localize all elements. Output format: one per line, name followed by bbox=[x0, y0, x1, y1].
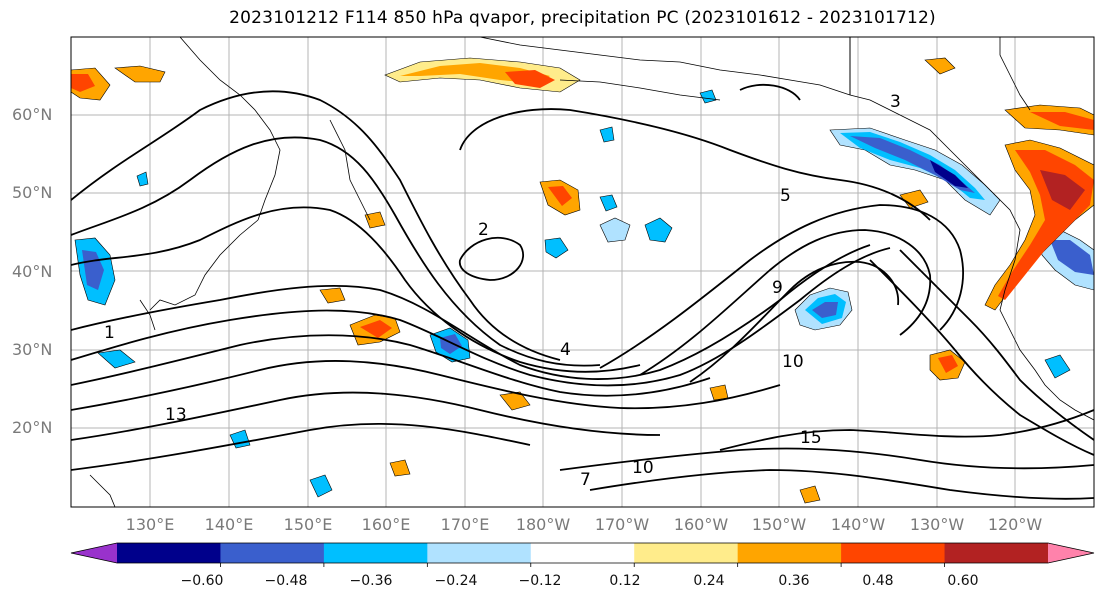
contour-label: 2 bbox=[478, 220, 489, 240]
shading-positive bbox=[71, 57, 1094, 504]
coastlines bbox=[89, 37, 1094, 507]
lon-label: 150°W bbox=[751, 515, 807, 534]
lon-label: 160°E bbox=[361, 515, 411, 534]
colorbar-tick: −0.60 bbox=[180, 573, 224, 589]
lat-label: 60°N bbox=[12, 105, 53, 124]
lat-label: 40°N bbox=[12, 262, 53, 281]
lon-label: 140°W bbox=[830, 515, 886, 534]
colorbar-tick: 0.60 bbox=[947, 573, 979, 589]
map-title: 2023101212 F114 850 hPa qvapor, precipit… bbox=[229, 8, 936, 28]
lon-label: 120°W bbox=[987, 515, 1043, 534]
colorbar-segment bbox=[117, 543, 221, 563]
colorbar-tick: −0.12 bbox=[518, 573, 562, 589]
contour-label: 15 bbox=[800, 428, 822, 448]
lon-label: 140°E bbox=[204, 515, 254, 534]
colorbar-segment bbox=[530, 543, 635, 563]
lon-label: 150°E bbox=[283, 515, 333, 534]
contour-label: 1 bbox=[104, 323, 115, 343]
colorbar-extend-right bbox=[1048, 543, 1094, 563]
contour-label: 5 bbox=[780, 186, 791, 206]
contour-label: 4 bbox=[560, 340, 571, 360]
contour-label: 9 bbox=[772, 278, 783, 298]
qvapor-contours bbox=[71, 83, 1094, 500]
colorbar-segment bbox=[841, 543, 946, 563]
lat-label: 30°N bbox=[12, 340, 53, 359]
lon-label: 130°E bbox=[125, 515, 175, 534]
colorbar-segment bbox=[220, 543, 325, 563]
colorbar-tick: 0.12 bbox=[609, 573, 641, 589]
contour-label: 13 bbox=[165, 405, 187, 425]
colorbar-tick: −0.24 bbox=[434, 573, 478, 589]
lon-label: 180°W bbox=[515, 515, 571, 534]
colorbar-tick: −0.48 bbox=[264, 573, 308, 589]
colorbar-segment bbox=[634, 543, 739, 563]
lon-label: 160°W bbox=[673, 515, 729, 534]
lon-label: 170°W bbox=[594, 515, 650, 534]
colorbar bbox=[70, 542, 1095, 567]
lat-label: 50°N bbox=[12, 183, 53, 202]
colorbar-segment bbox=[944, 543, 1049, 563]
map-frame bbox=[70, 36, 1095, 508]
colorbar-tick: 0.24 bbox=[693, 573, 725, 589]
colorbar-tick: 0.48 bbox=[862, 573, 894, 589]
colorbar-segment bbox=[427, 543, 532, 563]
colorbar-segment bbox=[323, 543, 428, 563]
colorbar-segment bbox=[737, 543, 842, 563]
colorbar-tick: −0.36 bbox=[349, 573, 393, 589]
contour-label: 7 bbox=[580, 470, 591, 490]
shading-negative bbox=[74, 89, 1094, 498]
colorbar-outline bbox=[70, 542, 1095, 564]
lon-label: 130°W bbox=[909, 515, 965, 534]
map-content bbox=[71, 37, 1094, 507]
contour-label: 10 bbox=[782, 352, 804, 372]
contour-label: 10 bbox=[632, 458, 654, 478]
lat-label: 20°N bbox=[12, 418, 53, 437]
colorbar-extend-left bbox=[71, 543, 117, 563]
contour-label: 3 bbox=[890, 92, 901, 112]
lon-label: 170°E bbox=[440, 515, 490, 534]
gridlines bbox=[71, 37, 1094, 507]
colorbar-tick: 0.36 bbox=[778, 573, 810, 589]
